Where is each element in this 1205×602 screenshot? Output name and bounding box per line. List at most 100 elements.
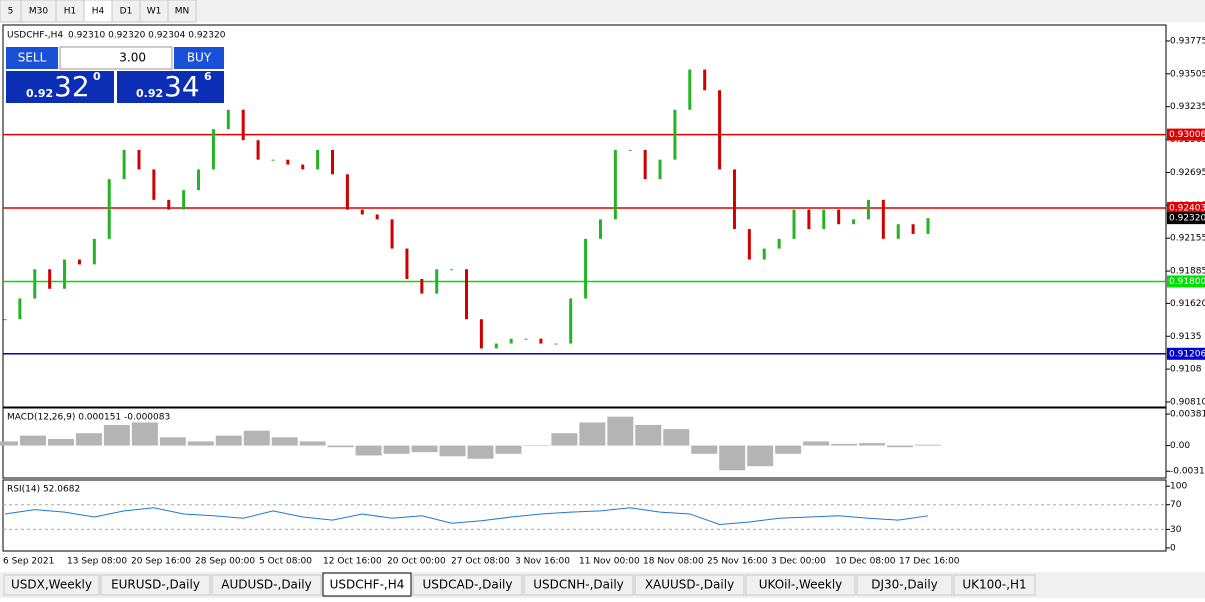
tab[interactable] [322, 572, 412, 597]
tab[interactable] [634, 574, 745, 596]
macd-bar [159, 437, 186, 446]
tab-label: DJ30-,Daily [871, 578, 938, 592]
tab[interactable] [3, 574, 100, 596]
macd-bar [187, 441, 214, 446]
sell-button[interactable] [6, 47, 58, 69]
y-tick-label: 0.93505 [1170, 69, 1205, 79]
macd-bar [691, 445, 718, 454]
tab-label: XAUUSD-,Daily [645, 578, 734, 592]
macd-bar [103, 424, 130, 446]
macd-bar [635, 424, 662, 446]
x-tick-label: 6 Sep 2021 [3, 557, 54, 567]
ask-box[interactable] [117, 71, 224, 103]
ask-prefix: 0.92 [136, 87, 163, 100]
buy-button[interactable] [174, 47, 224, 69]
y-tick-label: 0.9108 [1170, 365, 1202, 375]
sell-label: SELL [18, 51, 47, 65]
bid-box[interactable] [6, 71, 114, 103]
macd-bar [887, 445, 914, 448]
macd-bar [215, 435, 242, 446]
y-tick-label: 0.90810 [1170, 398, 1205, 408]
macd-bar [523, 445, 550, 447]
current-price: 0.92320 [1169, 214, 1205, 224]
pane-title: RSI(14) 52.0682 [7, 485, 80, 495]
tab-label: USDCHF-,H4 [330, 578, 405, 592]
ask-small: 6 [204, 70, 212, 83]
tab[interactable] [953, 574, 1036, 596]
x-tick-label: 20 Oct 00:00 [387, 557, 446, 567]
y-tick-label: 0.92155 [1170, 234, 1205, 244]
macd-bar [551, 433, 578, 446]
level-tag [1167, 347, 1205, 360]
y-tick-label: 0.92695 [1170, 168, 1205, 178]
timeframe-label: 5 [8, 7, 14, 17]
ohlc: 0.92310 0.92320 0.92304 0.92320 [68, 31, 226, 41]
y-tick-label: 30 [1170, 525, 1182, 535]
tab[interactable] [745, 574, 856, 596]
timeframe-label: H4 [92, 7, 105, 17]
y-tick-label: -0.00311 [1170, 467, 1205, 477]
y-tick-label: 0.93775 [1170, 36, 1205, 46]
level-label: 0.91800 [1169, 277, 1205, 287]
tab[interactable] [100, 574, 211, 596]
x-tick-label: 28 Sep 00:00 [195, 557, 255, 567]
x-tick-label: 13 Sep 08:00 [67, 557, 127, 567]
timeframe-label: D1 [120, 7, 133, 17]
tab[interactable] [523, 574, 634, 596]
macd-bar [663, 429, 690, 446]
level-label: 0.92403 [1169, 204, 1205, 214]
tab[interactable] [412, 574, 523, 596]
y-tick-label: 0.9135 [1170, 332, 1202, 342]
bid-small: 0 [93, 70, 101, 83]
tab-label: USDX,Weekly [11, 578, 92, 592]
macd-bar [495, 445, 522, 454]
rsi-line [4, 507, 929, 525]
macd-bar [439, 445, 466, 457]
x-tick-label: 11 Nov 00:00 [579, 557, 640, 567]
timeframe-button[interactable] [167, 0, 197, 23]
y-tick-label: 0.003811 [1170, 410, 1205, 420]
macd-bar [19, 435, 46, 446]
macd-bar [131, 422, 158, 446]
macd-bar [915, 444, 941, 446]
timeframe-label: MN [175, 7, 190, 17]
x-tick-label: 25 Nov 16:00 [707, 557, 768, 567]
y-tick-label: 100 [1170, 482, 1187, 492]
lot-input[interactable] [59, 46, 173, 70]
tab-label: AUDUSD-,Daily [221, 578, 311, 592]
macd-bar [467, 445, 494, 459]
macd-bar [327, 445, 354, 448]
macd-bar [579, 422, 606, 446]
macd-bar [271, 437, 298, 446]
x-tick-label: 3 Dec 00:00 [771, 557, 826, 567]
tab[interactable] [211, 574, 322, 596]
x-tick-label: 18 Nov 08:00 [643, 557, 704, 567]
x-tick-label: 12 Oct 16:00 [323, 557, 382, 567]
macd-bar [747, 445, 774, 467]
macd-bar [243, 430, 270, 446]
bid-prefix: 0.92 [26, 87, 53, 100]
y-tick-label: 0.91885 [1170, 267, 1205, 277]
bid-big: 32 [54, 70, 90, 103]
tab-label: EURUSD-,Daily [111, 578, 200, 592]
y-tick-label: 0 [1170, 543, 1176, 553]
macd-bar [719, 445, 746, 471]
level-label: 0.91206 [1169, 349, 1205, 359]
ask-big: 34 [164, 70, 200, 103]
tab[interactable] [856, 574, 953, 596]
level-tag [1167, 202, 1205, 215]
buy-label: BUY [187, 51, 212, 65]
macd-bar [355, 445, 382, 456]
macd-bar [47, 438, 74, 446]
x-tick-label: 5 Oct 08:00 [259, 557, 312, 567]
toolbar [0, 0, 1205, 22]
tab-label: UKOil-,Weekly [759, 578, 843, 592]
macd-bar [859, 443, 886, 446]
tab-label: USDCAD-,Daily [423, 578, 513, 592]
timeframe-label: M30 [29, 7, 48, 17]
level-tag [1167, 275, 1205, 288]
macd-bar [831, 443, 858, 446]
x-tick-label: 3 Nov 16:00 [515, 557, 570, 567]
macd-bar [803, 441, 830, 446]
